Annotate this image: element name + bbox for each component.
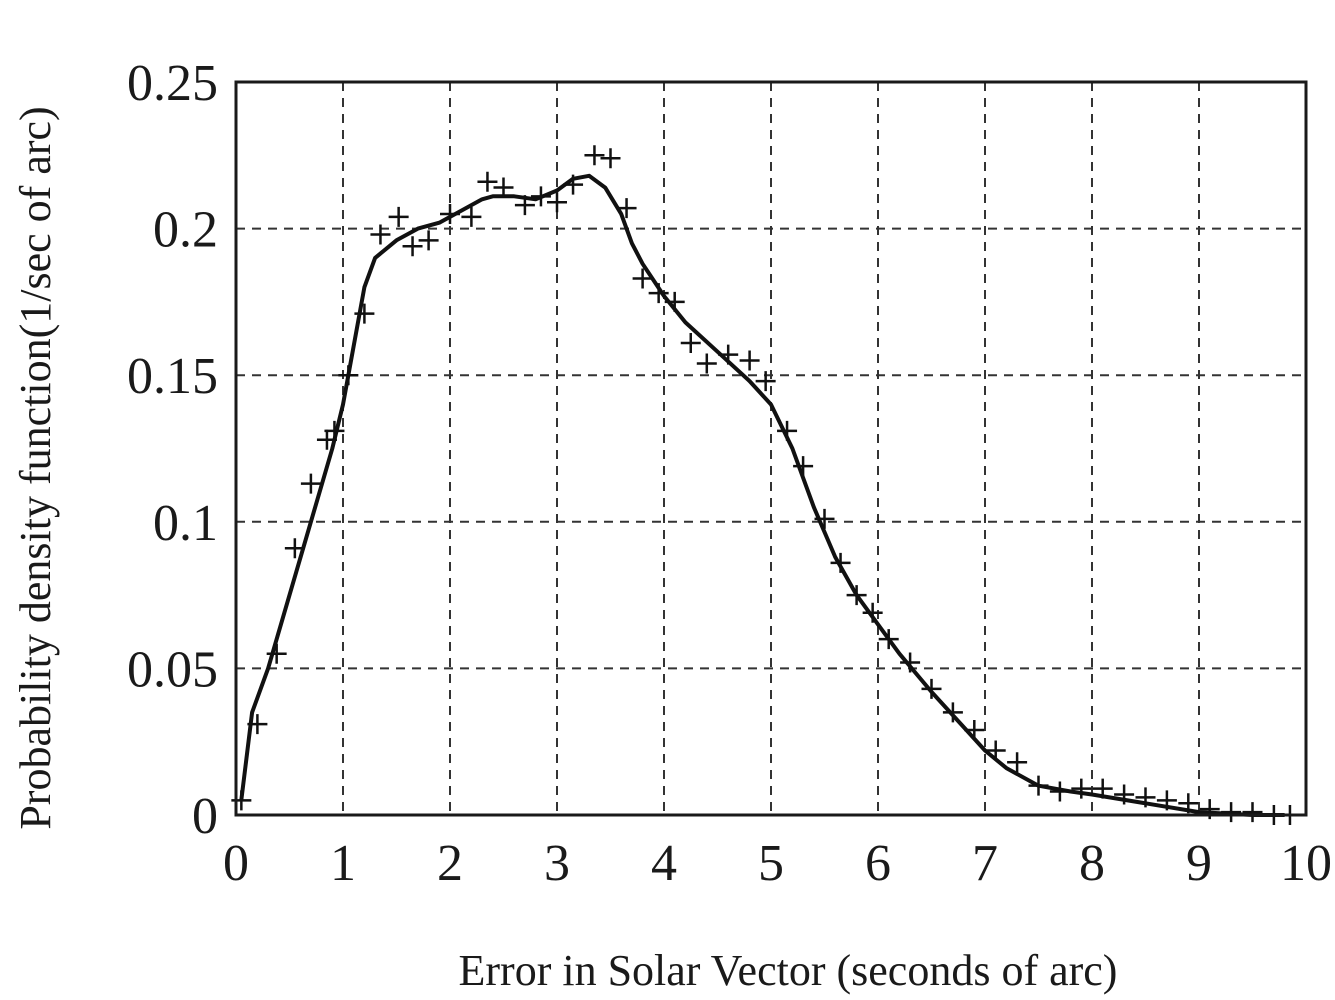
x-tick-label: 9 <box>1186 835 1212 892</box>
plus-marker <box>1007 752 1028 773</box>
plus-marker <box>418 230 439 251</box>
y-tick-label: 0 <box>192 788 218 845</box>
plus-marker <box>231 790 252 811</box>
x-tick-label: 5 <box>758 835 784 892</box>
grid <box>236 82 1306 815</box>
plus-marker <box>354 303 375 324</box>
plus-marker <box>600 148 621 169</box>
plus-marker <box>964 719 985 740</box>
plus-marker <box>1221 802 1242 823</box>
y-tick-label: 0.1 <box>153 495 218 552</box>
plus-marker <box>718 344 739 365</box>
plus-marker <box>846 585 867 606</box>
x-tick-label: 8 <box>1079 835 1105 892</box>
x-tick-label: 6 <box>865 835 891 892</box>
plus-marker <box>664 291 685 312</box>
pdf-curve <box>239 173 1285 817</box>
plus-marker <box>814 508 835 529</box>
plus-marker <box>1114 784 1135 805</box>
y-axis-label: Probability density function(1/sec of ar… <box>11 106 60 829</box>
plus-marker <box>921 678 942 699</box>
plus-marker <box>1028 775 1049 796</box>
plus-marker <box>461 206 482 227</box>
plus-marker <box>493 177 514 198</box>
plot-frame <box>234 80 1308 817</box>
x-tick-label: 7 <box>972 835 998 892</box>
x-tick-label: 10 <box>1280 835 1332 892</box>
plus-marker <box>739 350 760 371</box>
plus-marker <box>793 456 814 477</box>
plus-marker <box>696 353 717 374</box>
plus-marker <box>830 552 851 573</box>
plus-marker <box>530 186 551 207</box>
plus-marker <box>648 283 669 304</box>
plus-marker <box>284 538 305 559</box>
plus-marker <box>942 702 963 723</box>
plus-marker <box>547 192 567 213</box>
plus-marker <box>862 602 883 623</box>
plus-marker <box>632 268 653 289</box>
x-tick-label: 3 <box>544 835 570 892</box>
plus-marker <box>440 203 460 224</box>
plus-marker <box>477 171 498 192</box>
plus-marker <box>402 236 423 257</box>
plus-marker <box>584 145 605 166</box>
x-axis-label: Error in Solar Vector (seconds of arc) <box>459 946 1118 995</box>
plus-marker <box>985 740 1006 761</box>
plus-marker <box>1242 802 1263 823</box>
plus-marker <box>247 714 268 735</box>
plus-marker <box>616 198 637 219</box>
plus-marker <box>1049 781 1070 802</box>
plus-marker <box>1178 793 1199 814</box>
plus-marker <box>388 206 409 227</box>
y-tick-label: 0.2 <box>153 202 218 259</box>
y-tick-label: 0.05 <box>127 641 218 698</box>
plus-marker <box>338 365 359 386</box>
plus-marker <box>324 420 345 441</box>
plus-marker <box>266 643 287 664</box>
plus-marker <box>1092 778 1113 799</box>
plus-marker <box>300 473 321 494</box>
pdf-samples <box>231 145 1300 825</box>
x-tick-labels: 0 1 2 3 4 5 6 7 8 9 10 <box>223 835 1332 892</box>
x-tick-label: 4 <box>651 835 677 892</box>
y-tick-labels: 0 0.05 0.1 0.15 0.2 0.25 <box>127 55 218 845</box>
plus-marker <box>370 224 391 245</box>
plus-marker <box>900 652 921 673</box>
y-tick-label: 0.25 <box>127 55 218 112</box>
x-tick-label: 2 <box>437 835 463 892</box>
plus-marker <box>777 420 798 441</box>
plus-marker <box>1071 778 1092 799</box>
pdf-curve-line <box>239 173 1285 817</box>
plus-marker <box>680 332 701 353</box>
plus-marker <box>878 629 899 650</box>
y-tick-label: 0.15 <box>127 348 218 405</box>
x-tick-label: 0 <box>223 835 249 892</box>
x-tick-label: 1 <box>330 835 356 892</box>
plus-marker <box>1135 787 1156 808</box>
plus-marker <box>514 195 535 216</box>
plus-marker <box>563 174 584 195</box>
plus-marker <box>1156 790 1177 811</box>
plus-marker <box>755 371 776 392</box>
